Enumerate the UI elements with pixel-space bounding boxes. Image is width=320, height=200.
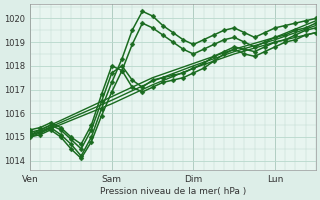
X-axis label: Pression niveau de la mer( hPa ): Pression niveau de la mer( hPa ) (100, 187, 246, 196)
